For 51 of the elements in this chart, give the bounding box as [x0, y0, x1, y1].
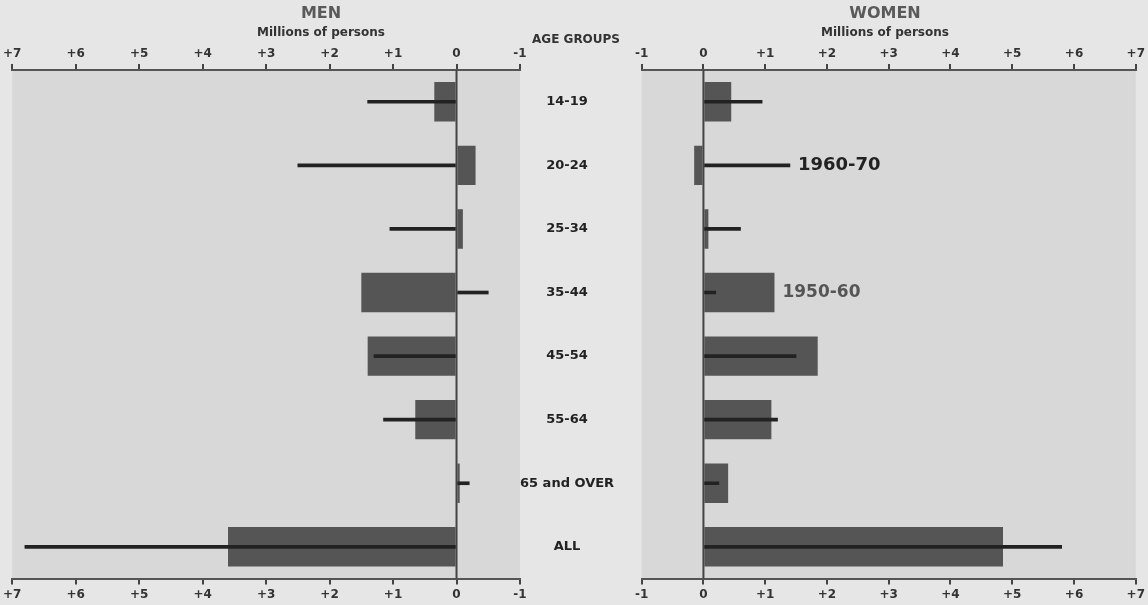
x2-tick-label: +4	[941, 586, 960, 601]
x-tick-label: +7	[1126, 45, 1145, 60]
x-tick-label: +7	[3, 45, 22, 60]
x2-tick-label: +7	[1126, 586, 1145, 601]
x2-tick-label: -1	[513, 586, 527, 601]
x-tick-label: +3	[879, 45, 898, 60]
x2-tick-label: 0	[699, 586, 708, 601]
x2-tick-label: +4	[193, 586, 212, 601]
x2-tick-label: +5	[1003, 586, 1022, 601]
y-tick-label: ALL	[553, 538, 581, 554]
chart-title: WOMEN	[849, 2, 921, 22]
annotation: 1960-70	[797, 153, 881, 175]
x-tick-label: +2	[320, 45, 339, 60]
x2-tick-label: +3	[256, 586, 276, 601]
x-tick-label: +6	[66, 45, 85, 60]
x2-tick-label: +6	[1064, 586, 1084, 601]
x-tick-label: +6	[1064, 45, 1084, 60]
x-tick-label: 0	[699, 45, 708, 60]
annotation: 1950-60	[782, 280, 861, 301]
y-tick-label: 25-34	[546, 220, 588, 236]
y-tick-label: 45-54	[546, 347, 588, 363]
x-tick-label: +5	[129, 45, 149, 60]
x2-tick-label: +1	[756, 586, 775, 601]
y-tick-label: 20-24	[546, 156, 588, 172]
y-tick-label: 65 and OVER	[519, 474, 615, 490]
x-tick-label: +5	[1003, 45, 1022, 60]
chart-title: MEN	[300, 2, 342, 22]
x2-tick-label: +6	[66, 586, 85, 601]
x2-tick-label: -1	[634, 586, 649, 601]
x-tick-label: +4	[941, 45, 960, 60]
chart-subtitle: Millions of persons	[821, 24, 949, 39]
y-tick-label: 55-64	[546, 411, 588, 427]
x2-tick-label: +7	[3, 586, 22, 601]
x2-tick-label: +1	[383, 586, 403, 601]
x-tick-label: +3	[256, 45, 276, 60]
x2-tick-label: +5	[129, 586, 149, 601]
chart-subtitle: Millions of persons	[257, 24, 385, 39]
y-axis-title: AGE GROUPS	[532, 32, 620, 47]
x-tick-label: +1	[756, 45, 775, 60]
y-tick-label: 35-44	[546, 283, 588, 299]
x-tick-label: +1	[383, 45, 403, 60]
x-tick-label: -1	[634, 45, 649, 60]
x2-tick-label: +2	[320, 586, 339, 601]
y-tick-label: 14-19	[546, 93, 588, 109]
x-tick-label: 0	[452, 45, 461, 60]
x2-tick-label: +2	[817, 586, 837, 601]
x2-tick-label: +3	[879, 586, 898, 601]
x-tick-label: +4	[193, 45, 212, 60]
x2-tick-label: 0	[452, 586, 461, 601]
x-tick-label: -1	[513, 45, 527, 60]
x-tick-label: +2	[817, 45, 837, 60]
